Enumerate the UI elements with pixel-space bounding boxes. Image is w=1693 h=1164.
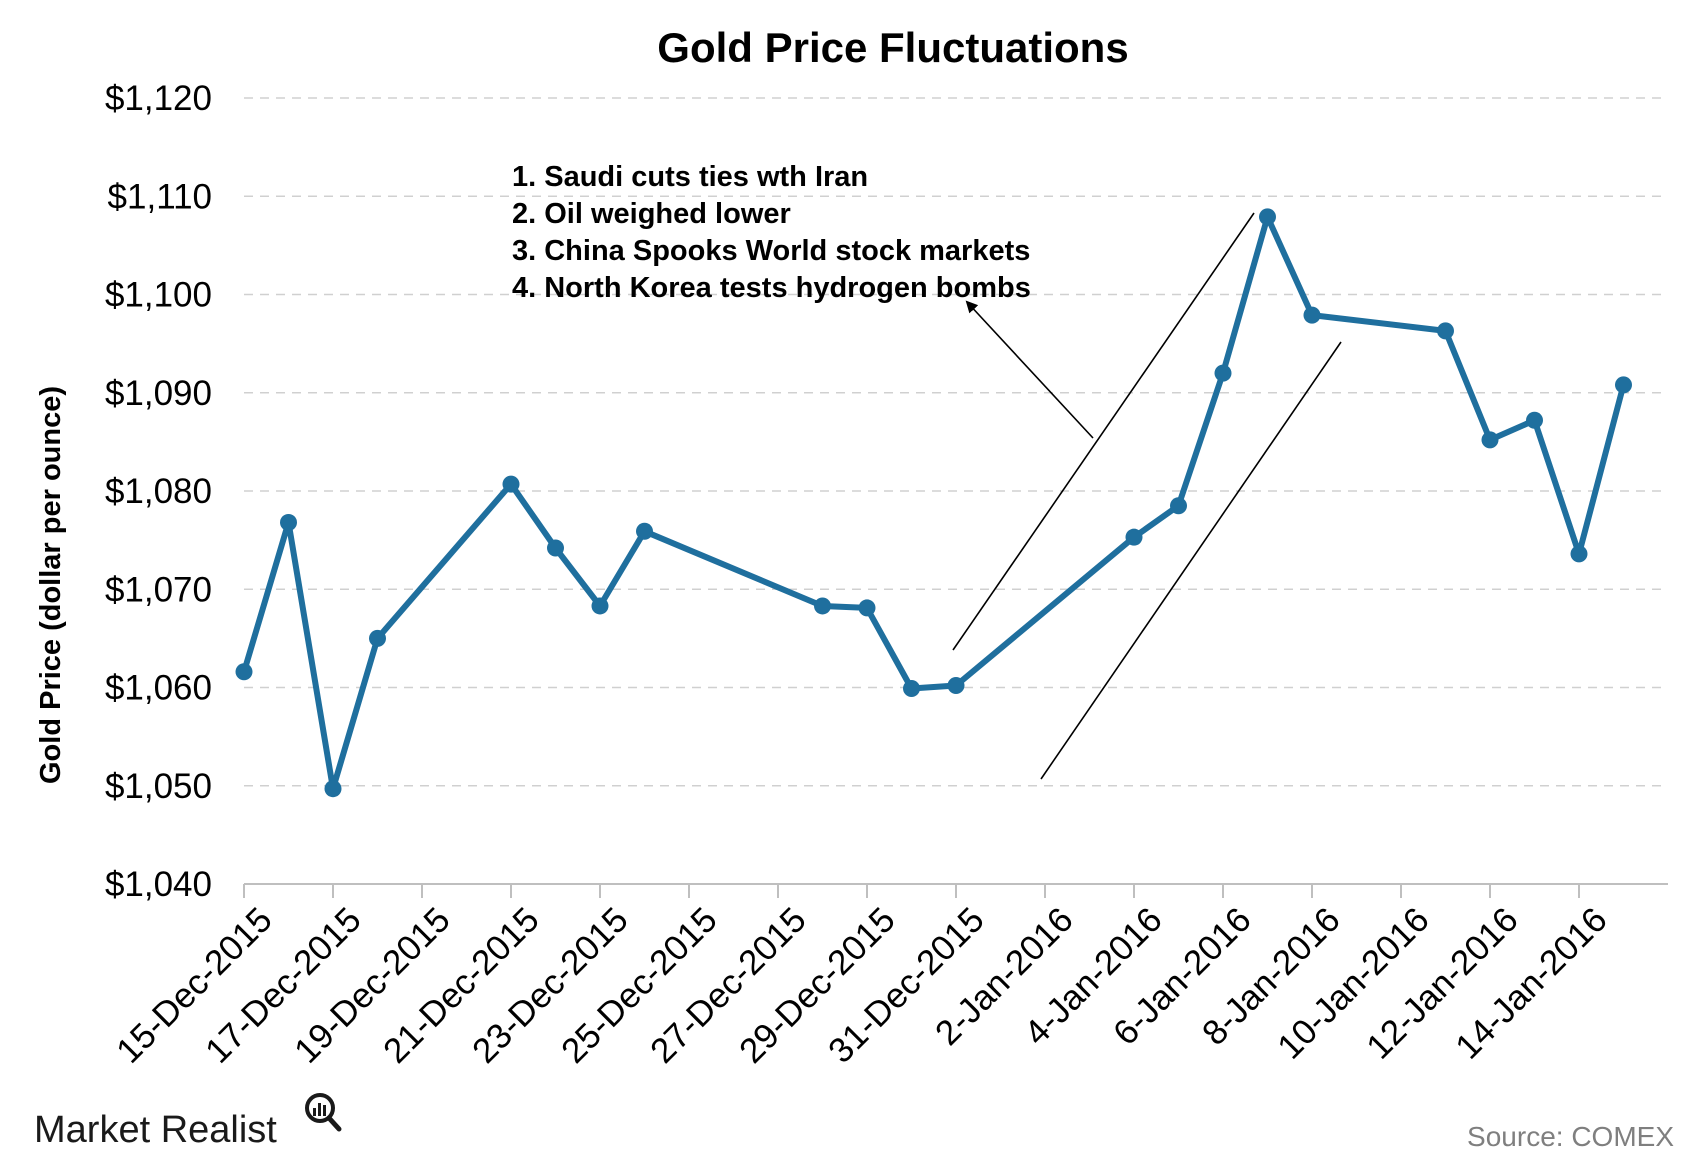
data-point — [502, 475, 520, 493]
x-tick-label: 17-Dec-2015 — [198, 900, 369, 1071]
data-point — [1125, 528, 1143, 546]
x-tick-label: 29-Dec-2015 — [732, 900, 903, 1071]
data-point — [814, 597, 831, 615]
data-point — [235, 663, 253, 681]
data-point — [636, 522, 653, 540]
y-tick-label: $1,110 — [108, 177, 212, 216]
data-point — [1170, 497, 1187, 515]
data-point — [324, 780, 342, 798]
x-tick-label: 23-Dec-2015 — [465, 900, 636, 1071]
y-tick-label: $1,120 — [105, 79, 212, 118]
data-point — [947, 677, 965, 695]
gold-price-series — [235, 208, 1632, 798]
y-tick-label: $1,070 — [105, 570, 212, 609]
magnifier-icon — [305, 1093, 342, 1132]
event-annotation: 1. Saudi cuts ties wth Iran 2. Oil weigh… — [512, 161, 1031, 304]
annotation-line-3: 3. China Spooks World stock markets — [512, 235, 1030, 267]
trend-channel-upper-line — [952, 212, 1255, 651]
x-tick-label: 31-Dec-2015 — [821, 900, 992, 1071]
y-tick-label: $1,090 — [105, 374, 212, 413]
data-point — [1303, 306, 1321, 324]
y-axis-tick-labels: $1,040 $1,050 $1,060 $1,070 $1,080 $1,090 $1,1… — [105, 79, 212, 904]
x-tick-label: 27-Dec-2015 — [643, 900, 814, 1071]
data-point — [1214, 364, 1232, 382]
annotation-line-1: 1. Saudi cuts ties wth Iran — [512, 161, 868, 193]
x-tick-label: 21-Dec-2015 — [376, 900, 547, 1071]
annotation-line-4: 4. North Korea tests hydrogen bombs — [512, 272, 1031, 304]
y-tick-label: $1,060 — [105, 669, 212, 708]
data-point — [1526, 411, 1543, 429]
y-tick-label: $1,100 — [105, 276, 212, 315]
data-point — [591, 597, 609, 615]
annotation-arrow — [965, 300, 1094, 439]
data-point — [858, 599, 876, 617]
y-tick-label: $1,040 — [105, 865, 212, 904]
x-axis-tick-labels: 15-Dec-201517-Dec-201519-Dec-201521-Dec-… — [109, 900, 1615, 1071]
trend-channel-lower-line — [1040, 341, 1342, 780]
series-line — [241, 213, 1627, 792]
data-point — [1615, 376, 1632, 394]
annotation-line-2: 2. Oil weighed lower — [512, 198, 791, 230]
data-point — [1481, 431, 1499, 449]
brand-name: Market Realist — [34, 1109, 277, 1151]
data-point — [1437, 322, 1454, 340]
y-tick-label: $1,080 — [105, 472, 212, 511]
market-realist-logo: Market Realist — [34, 1093, 342, 1151]
data-point — [280, 513, 297, 531]
x-axis-tick-marks — [243, 884, 1580, 898]
data-point — [369, 629, 386, 647]
x-tick-label: 15-Dec-2015 — [109, 900, 280, 1071]
x-tick-label: 25-Dec-2015 — [554, 900, 725, 1071]
y-axis-label: Gold Price (dollar per ounce) — [35, 386, 67, 784]
data-point — [547, 539, 564, 557]
data-point — [1259, 208, 1276, 226]
data-point — [903, 679, 920, 697]
chart-title: Gold Price Fluctuations — [657, 24, 1128, 71]
y-tick-label: $1,050 — [105, 767, 212, 806]
source-note: Source: COMEX — [1467, 1121, 1674, 1152]
data-point — [1570, 545, 1588, 563]
x-tick-label: 19-Dec-2015 — [287, 900, 458, 1071]
